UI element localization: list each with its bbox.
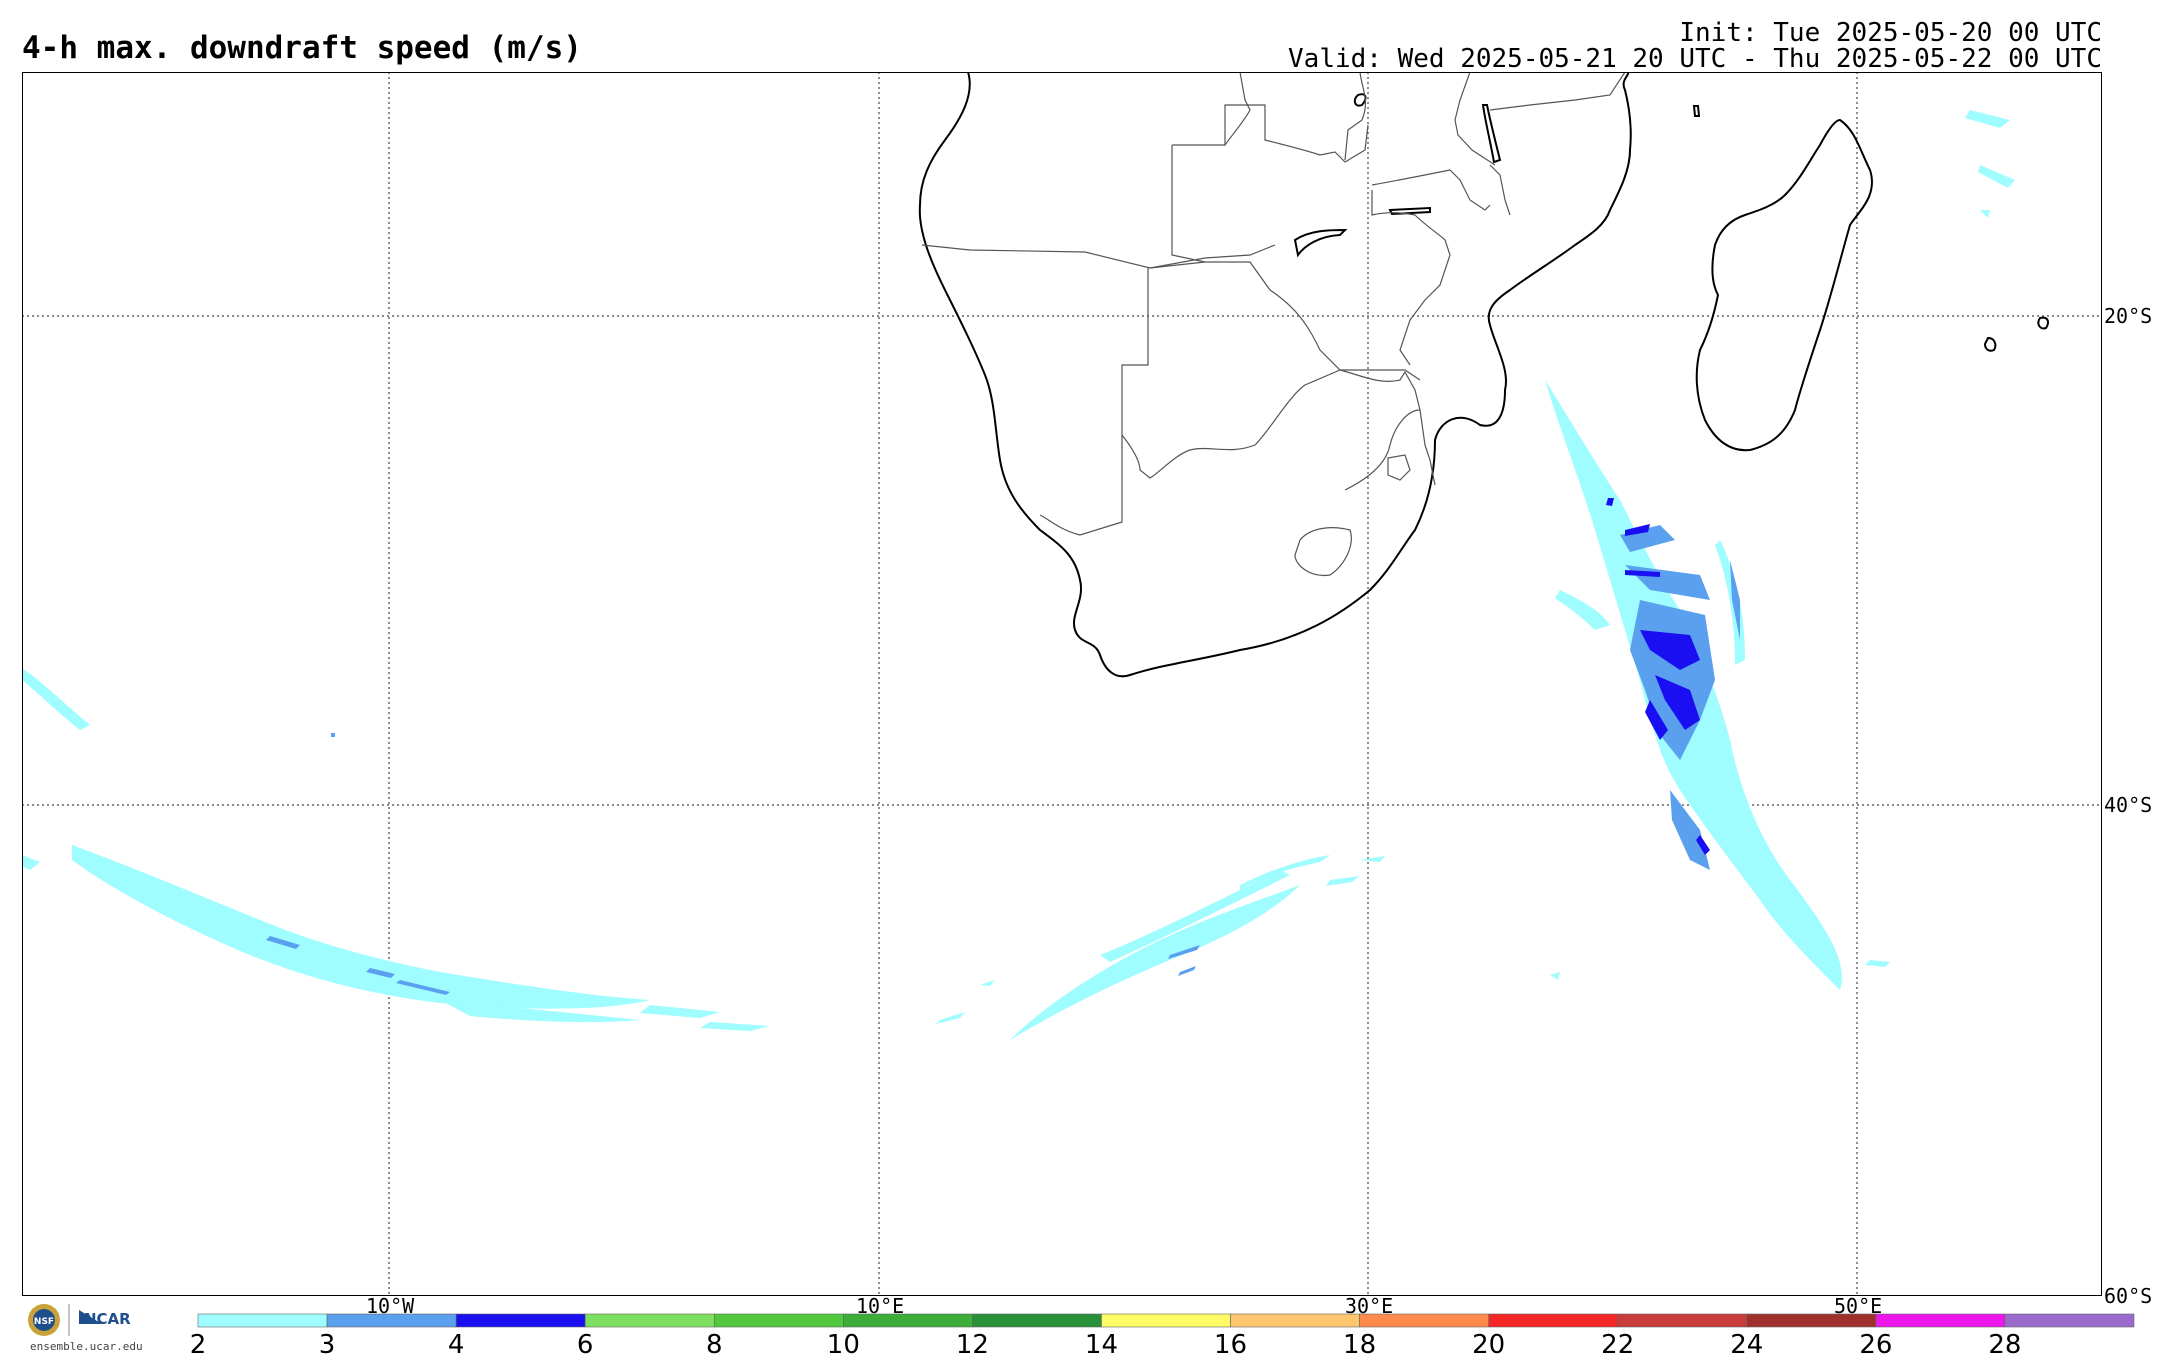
downdraft-field-central <box>936 855 1385 1040</box>
colorbar-tick-label: 14 <box>1084 1330 1118 1360</box>
colorbar-tick-label: 10 <box>826 1330 860 1360</box>
ncar-mark-icon <box>79 1310 102 1324</box>
colorbar-tick-label: 3 <box>318 1330 336 1360</box>
nsf-ncar-logo: NSF NCAR <box>24 1300 154 1350</box>
colorbar-tick-label: 22 <box>1601 1330 1635 1360</box>
valid-time: Valid: Wed 2025-05-21 20 UTC - Thu 2025-… <box>1288 44 2102 74</box>
lon-label-30e: 30°E <box>1345 1294 1394 1318</box>
colorbar-tick-label: 26 <box>1859 1330 1893 1360</box>
colorbar-tick-label: 20 <box>1472 1330 1506 1360</box>
lat-label-20s: 20°S <box>2104 304 2153 328</box>
africa-coastline <box>918 72 1632 678</box>
nsf-text: NSF <box>34 1317 54 1327</box>
downdraft-field-west-strong <box>266 733 450 995</box>
colorbar-tick-label: 6 <box>576 1330 594 1360</box>
madagascar-coastline <box>1695 118 1873 452</box>
logo-graphic: NSF NCAR <box>28 1304 131 1336</box>
country-borders <box>921 72 1626 577</box>
lake-kariba <box>1293 228 1348 258</box>
forecast-times: Init: Tue 2025-05-20 00 UTC Valid: Wed 2… <box>1288 20 2102 72</box>
colorbar-tick-label: 24 <box>1730 1330 1764 1360</box>
lat-label-60s: 60°S <box>2104 1284 2153 1308</box>
colorbar-tick-label: 28 <box>1988 1330 2022 1360</box>
downdraft-field-east-core <box>1606 498 1710 855</box>
comoros-coastline <box>1692 105 1701 117</box>
lon-label-10e: 10°E <box>856 1294 905 1318</box>
coastlines <box>918 72 2049 678</box>
mauritius-coastline <box>1983 336 1997 352</box>
lat-label-40s: 40°S <box>2104 793 2153 817</box>
colorbar-tick-label: 2 <box>189 1330 207 1360</box>
colorbar-tick-label: 18 <box>1343 1330 1377 1360</box>
map-title: 4-h max. downdraft speed (m/s) <box>22 30 582 66</box>
downdraft-field-central-strong <box>1168 945 1200 976</box>
colorbar-tick-label: 8 <box>705 1330 723 1360</box>
colorbar-tick-label: 16 <box>1213 1330 1248 1360</box>
colorbar-tick-label: 4 <box>447 1330 465 1360</box>
downdraft-field-west <box>22 668 770 1031</box>
graticule <box>22 72 2102 1296</box>
ncar-text: NCAR <box>84 1310 131 1328</box>
lesotho-border <box>1294 527 1352 577</box>
logo-url: ensemble.ucar.edu <box>30 1340 143 1353</box>
lon-label-50e: 50°E <box>1834 1294 1883 1318</box>
init-time: Init: Tue 2025-05-20 00 UTC <box>1679 18 2102 48</box>
lon-label-10w: 10°W <box>366 1294 415 1318</box>
lake-malawi <box>1481 104 1502 164</box>
map-frame <box>22 72 2102 1296</box>
reunion-coastline <box>2037 316 2049 330</box>
colorbar-tick-label: 12 <box>955 1330 989 1360</box>
lake-victoria <box>1353 93 1367 107</box>
